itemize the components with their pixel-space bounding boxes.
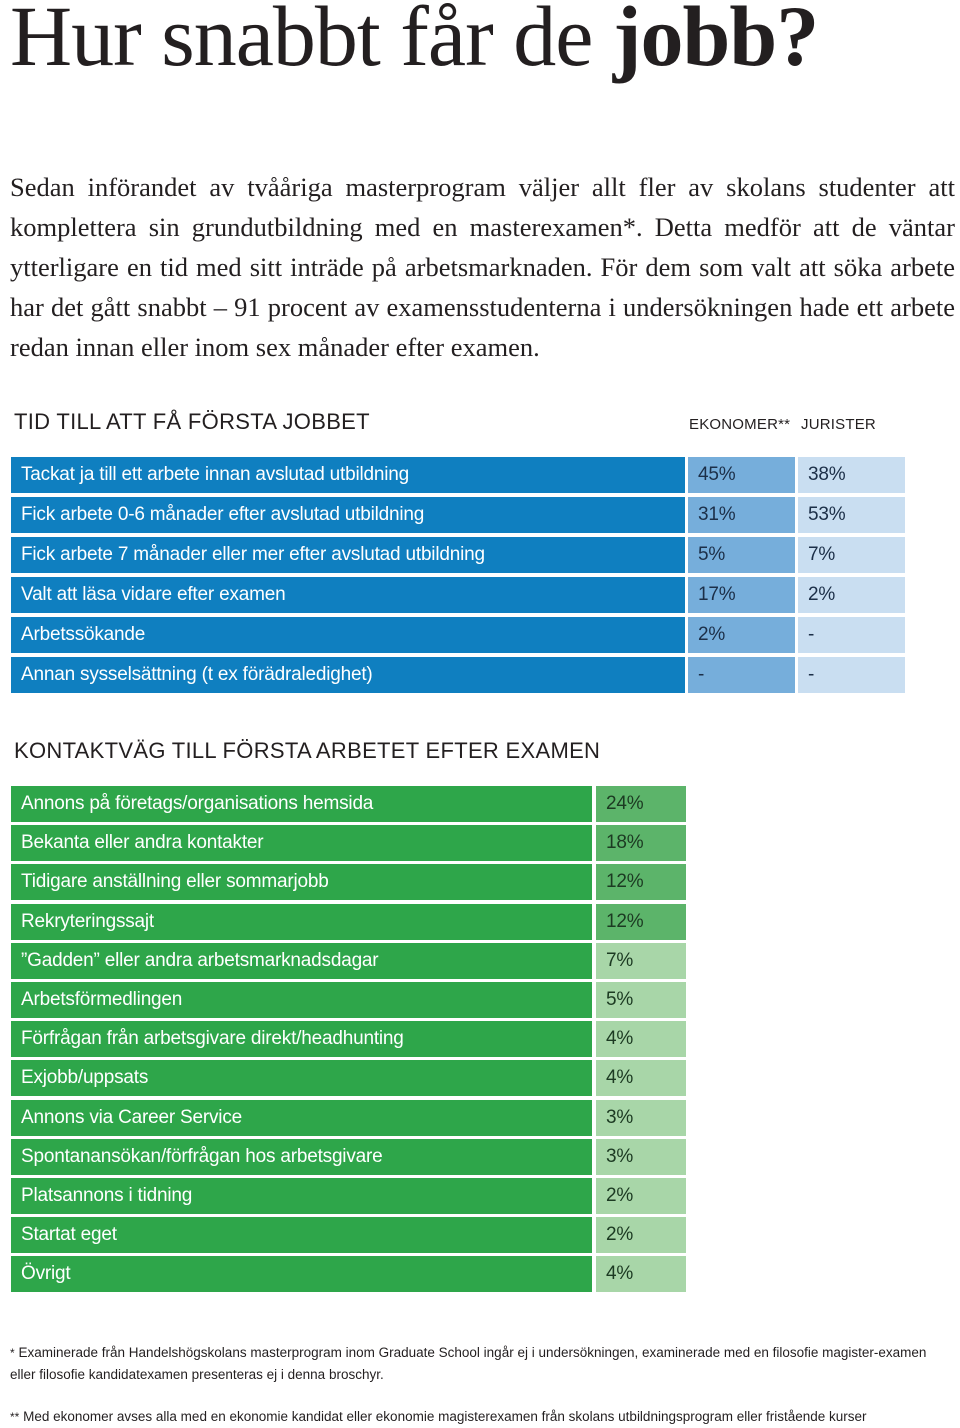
table1-heading: TID TILL ATT FÅ FÖRSTA JOBBET [14,409,370,434]
jurister-value: 7% [798,537,905,573]
share-value: 4% [596,1256,686,1292]
row-label: Spontanansökan/förfrågan hos arbetsgivar… [11,1139,592,1175]
share-value: 4% [596,1021,686,1057]
jurister-value: 53% [798,497,905,533]
share-value: 2% [596,1217,686,1253]
footnote-2-mark: ** [10,1410,20,1424]
row-label: Övrigt [11,1256,592,1292]
row-label: Bekanta eller andra kontakter [11,825,592,861]
ekonomer-value: 2% [688,617,795,653]
row-label: Tackat ja till ett arbete innan avslutad… [11,457,685,493]
footnote-2: ** Med ekonomer avses alla med en ekonom… [10,1406,950,1428]
jurister-value: - [798,657,905,693]
footnote-2-text: Med ekonomer avses alla med en ekonomie … [23,1409,867,1424]
table2-heading: KONTAKTVÄG TILL FÖRSTA ARBETET EFTER EXA… [14,738,601,763]
row-label: Förfrågan från arbetsgivare direkt/headh… [11,1021,592,1057]
share-value: 5% [596,982,686,1018]
share-value: 7% [596,943,686,979]
col-head-jurister: JURISTER [801,416,876,433]
ekonomer-value: 45% [688,457,795,493]
intro-paragraph: Sedan införandet av tvååriga masterprogr… [10,172,955,362]
row-label: Tidigare anställning eller sommarjobb [11,864,592,900]
share-value: 4% [596,1060,686,1096]
share-value: 24% [596,786,686,822]
row-label: Annan sysselsättning (t ex förädraledigh… [11,657,685,693]
row-label: Arbetsförmedlingen [11,982,592,1018]
jurister-value: - [798,617,905,653]
row-label: Rekryteringssajt [11,904,592,940]
page-title: Hur snabbt får de jobb? [10,0,819,86]
share-value: 12% [596,864,686,900]
ekonomer-value: 5% [688,537,795,573]
jurister-value: 38% [798,457,905,493]
col-head-ekonomer: EKONOMER** [689,416,791,433]
row-label: Arbetssökande [11,617,685,653]
row-label: Valt att läsa vidare efter examen [11,577,685,613]
jurister-value: 2% [798,577,905,613]
share-value: 18% [596,825,686,861]
ekonomer-value: 31% [688,497,795,533]
footnote-1: * Examinerade från Handelshögskolans mas… [10,1342,950,1386]
footnote-1-mark: * [10,1346,15,1360]
row-label: Startat eget [11,1217,592,1253]
ekonomer-value: - [688,657,795,693]
row-label: ”Gadden” eller andra arbetsmarknadsdagar [11,943,592,979]
row-label: Exjobb/uppsats [11,1060,592,1096]
share-value: 3% [596,1139,686,1175]
title-regular: Hur snabbt får de [10,0,613,84]
row-label: Fick arbete 7 månader eller mer efter av… [11,537,685,573]
share-value: 2% [596,1178,686,1214]
share-value: 3% [596,1100,686,1136]
row-label: Annons via Career Service [11,1100,592,1136]
footnote-1-text: Examinerade från Handelshögskolans maste… [10,1345,927,1382]
share-value: 12% [596,904,686,940]
row-label: Fick arbete 0-6 månader efter avslutad u… [11,497,685,533]
ekonomer-value: 17% [688,577,795,613]
row-label: Annons på företags/organisations hemsida [11,786,592,822]
row-label: Platsannons i tidning [11,1178,592,1214]
title-bold: jobb? [612,0,819,84]
